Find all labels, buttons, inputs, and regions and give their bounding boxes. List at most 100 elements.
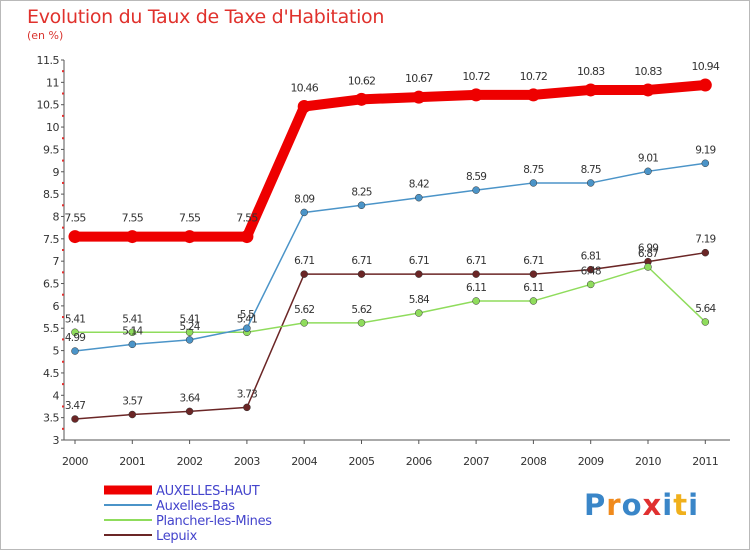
y-tick-label: 10	[46, 121, 59, 134]
y-minor-tick	[62, 70, 64, 73]
data-label: 5.64	[695, 303, 716, 315]
proxiti-logo[interactable]: Proxiti	[584, 488, 699, 522]
data-label: 10.46	[290, 81, 318, 94]
data-point	[701, 248, 710, 257]
data-point	[71, 328, 79, 337]
data-label: 7.55	[179, 212, 201, 225]
chart-subtitle: (en %)	[27, 29, 64, 42]
logo-letter: i	[662, 488, 674, 522]
data-label: 10.72	[462, 70, 490, 83]
data-point	[415, 270, 423, 278]
y-tick-label: 11	[46, 76, 59, 89]
data-point	[128, 328, 137, 337]
y-tick-label: 7	[53, 255, 60, 268]
data-point	[185, 336, 194, 344]
data-label: 5.41	[122, 313, 142, 325]
data-point	[355, 92, 368, 106]
y-tick-label: 8	[53, 210, 60, 223]
data-label: 8.75	[581, 164, 601, 176]
y-tick-label: 3	[53, 434, 60, 447]
data-point	[472, 186, 480, 194]
legend-label: Plancher-les-Mines	[156, 514, 272, 529]
data-label: 3.47	[65, 400, 85, 412]
data-label: 8.25	[351, 186, 371, 198]
x-tick-label: 2009	[578, 455, 604, 468]
y-tick-label: 7.5	[43, 233, 59, 246]
data-point	[469, 88, 483, 102]
y-minor-tick	[62, 159, 64, 162]
data-point	[357, 270, 366, 278]
y-tick-label: 6.5	[43, 278, 59, 291]
data-label: 5.41	[65, 313, 85, 325]
y-minor-tick	[62, 293, 64, 296]
x-tick-label: 2002	[177, 455, 203, 468]
logo-letter: t	[673, 488, 689, 522]
series-line	[70, 80, 711, 242]
data-label: 9.19	[695, 144, 715, 156]
data-label: 5.24	[180, 321, 201, 333]
data-label: 3.73	[237, 388, 257, 400]
data-point	[71, 415, 79, 423]
data-point	[357, 201, 366, 210]
x-tick-label: 2000	[62, 455, 88, 468]
data-point	[586, 280, 595, 289]
data-point	[183, 230, 197, 244]
x-tick-label: 2005	[349, 455, 375, 468]
x-tick-label: 2004	[291, 455, 317, 468]
logo-letter: i	[688, 488, 700, 522]
y-minor-tick	[62, 181, 64, 184]
data-point	[300, 270, 308, 278]
y-tick-label: 6	[53, 300, 60, 313]
chart-title: Evolution du Taux de Taxe d'Habitation	[27, 6, 385, 28]
data-point	[701, 318, 710, 326]
data-point	[71, 347, 79, 355]
data-label: 8.75	[523, 164, 543, 176]
data-point	[128, 340, 137, 349]
data-point	[584, 83, 598, 97]
data-point	[586, 265, 595, 274]
y-minor-tick	[62, 383, 64, 386]
y-tick-label: 3.5	[43, 412, 59, 425]
y-minor-tick	[62, 405, 64, 408]
data-point	[641, 83, 655, 97]
y-minor-tick	[62, 427, 64, 430]
data-point	[297, 99, 311, 113]
y-minor-tick	[62, 204, 64, 207]
data-label: 6.99	[638, 243, 658, 255]
data-point	[128, 410, 137, 419]
data-label: 4.99	[65, 332, 85, 344]
data-point	[644, 263, 652, 271]
y-minor-tick	[62, 271, 64, 274]
data-label: 5.62	[294, 304, 314, 316]
data-point	[68, 230, 82, 244]
data-point	[185, 407, 194, 416]
data-label: 5.14	[122, 325, 143, 337]
legend-label: Auxelles-Bas	[156, 499, 235, 514]
data-point	[472, 297, 480, 305]
logo-letter: o	[621, 488, 643, 522]
series-line	[74, 251, 707, 420]
data-label: 6.87	[638, 248, 658, 260]
data-point	[240, 230, 254, 244]
data-point	[300, 319, 308, 327]
y-tick-label: 9.5	[43, 143, 59, 156]
data-label: 8.09	[294, 193, 314, 205]
data-label: 6.11	[466, 282, 486, 294]
y-minor-tick	[62, 226, 64, 229]
data-point	[644, 167, 652, 176]
data-label: 6.71	[294, 255, 314, 267]
data-label: 6.11	[523, 282, 543, 294]
y-minor-tick	[62, 338, 64, 341]
data-label: 10.94	[692, 60, 720, 73]
data-label: 5.62	[351, 304, 371, 316]
y-minor-tick	[62, 249, 64, 251]
y-tick-label: 9	[53, 166, 60, 179]
data-label: 6.71	[409, 255, 429, 267]
legend-label: AUXELLES-HAUT	[156, 484, 260, 499]
data-label: 7.19	[695, 234, 715, 246]
data-point	[300, 208, 308, 217]
data-label: 10.67	[405, 72, 433, 85]
data-point	[586, 179, 595, 187]
data-point	[472, 270, 480, 278]
data-point	[243, 403, 251, 412]
